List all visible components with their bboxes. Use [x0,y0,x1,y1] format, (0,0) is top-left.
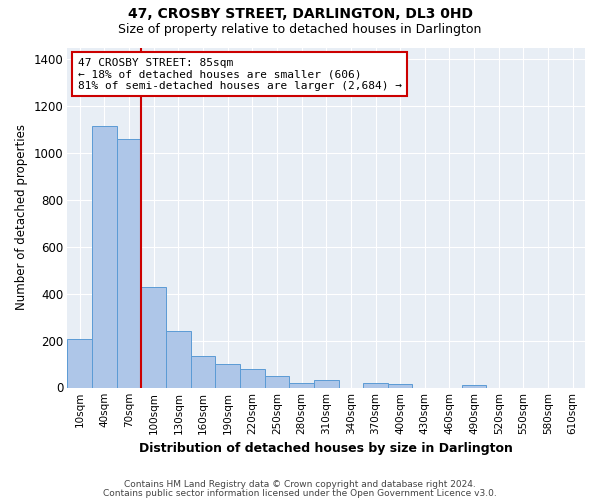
Bar [191,356,215,388]
Bar [142,286,166,388]
Text: 47, CROSBY STREET, DARLINGTON, DL3 0HD: 47, CROSBY STREET, DARLINGTON, DL3 0HD [128,8,473,22]
Y-axis label: Number of detached properties: Number of detached properties [15,124,28,310]
Bar [388,384,412,388]
Bar [289,383,314,388]
Bar [363,383,388,388]
Bar [314,380,338,388]
Bar [117,139,142,388]
Bar [265,376,289,388]
Text: 47 CROSBY STREET: 85sqm
← 18% of detached houses are smaller (606)
81% of semi-d: 47 CROSBY STREET: 85sqm ← 18% of detache… [78,58,402,91]
X-axis label: Distribution of detached houses by size in Darlington: Distribution of detached houses by size … [139,442,513,455]
Bar [67,340,92,388]
Text: Contains public sector information licensed under the Open Government Licence v3: Contains public sector information licen… [103,488,497,498]
Bar [240,368,265,388]
Bar [92,126,117,388]
Bar [166,331,191,388]
Bar [215,364,240,388]
Text: Size of property relative to detached houses in Darlington: Size of property relative to detached ho… [118,22,482,36]
Bar [462,385,487,388]
Text: Contains HM Land Registry data © Crown copyright and database right 2024.: Contains HM Land Registry data © Crown c… [124,480,476,489]
